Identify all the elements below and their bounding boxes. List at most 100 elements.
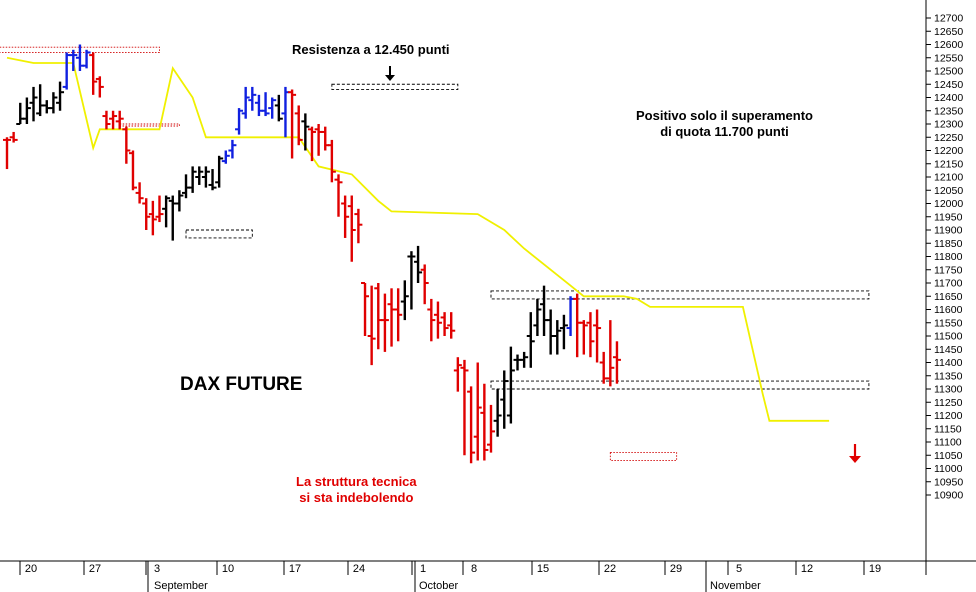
month-label: October — [419, 580, 458, 592]
x-tick-label: 8 — [471, 563, 477, 575]
ohlc-bar — [254, 94, 263, 117]
red-dotted-zone — [119, 123, 180, 127]
ohlc-bar — [109, 110, 118, 130]
ohlc-bar — [42, 100, 51, 114]
y-tick-label: 10950 — [934, 476, 963, 488]
ohlc-bar — [334, 174, 343, 217]
y-tick-label: 11300 — [934, 384, 963, 396]
y-tick-label: 11250 — [934, 397, 963, 409]
x-tick-label: 1 — [420, 563, 426, 575]
positive-line-2: di quota 11.700 punti — [660, 124, 789, 139]
ohlc-bar — [215, 155, 224, 188]
ohlc-bar — [56, 81, 65, 111]
month-label: November — [710, 580, 761, 592]
down-arrow-red-head — [849, 456, 861, 463]
ohlc-bar — [16, 102, 25, 125]
x-tick-label: 29 — [670, 563, 682, 575]
ohlc-bar — [361, 282, 370, 336]
ohlc-bar — [135, 182, 144, 204]
x-tick-label: 12 — [801, 563, 813, 575]
ohlc-bar — [201, 166, 210, 188]
ohlc-bar — [62, 52, 71, 90]
ohlc-bar — [579, 320, 588, 355]
y-tick-label: 12400 — [934, 92, 963, 104]
y-tick-label: 12300 — [934, 119, 963, 131]
ohlc-bar — [102, 110, 111, 130]
ohlc-bar — [473, 362, 482, 461]
y-tick-label: 12350 — [934, 105, 963, 117]
ohlc-bar — [307, 126, 316, 162]
ohlc-bar — [546, 309, 555, 355]
ohlc-bar — [553, 320, 562, 355]
ohlc-bar — [9, 131, 18, 143]
ohlc-bar — [500, 370, 509, 429]
structure-annotation: La struttura tecnica si sta indebolendo — [296, 474, 417, 506]
ohlc-bar — [593, 309, 602, 363]
ohlc-bar — [540, 285, 549, 336]
y-tick-label: 10900 — [934, 490, 963, 502]
ohlc-bar — [3, 137, 11, 170]
ohlc-bar — [195, 166, 204, 185]
ohlc-bar — [380, 293, 389, 352]
ohlc-bar — [407, 251, 416, 310]
ohlc-bar — [506, 346, 515, 424]
y-tick-label: 11650 — [934, 291, 963, 303]
ohlc-bar — [288, 89, 297, 159]
ohlc-bar — [128, 150, 137, 191]
y-tick-label: 11900 — [934, 225, 963, 237]
y-tick-label: 11800 — [934, 251, 963, 263]
black-dashed-zone — [490, 380, 870, 390]
y-tick-label: 11450 — [934, 344, 963, 356]
ohlc-bar — [427, 298, 436, 342]
ohlc-bar — [559, 314, 568, 350]
ohlc-bar — [526, 312, 535, 368]
ohlc-bar — [493, 389, 502, 437]
ohlc-bar — [168, 195, 177, 241]
ohlc-bar — [394, 288, 403, 342]
ohlc-bar — [480, 383, 489, 461]
positive-line-1: Positivo solo il superamento — [636, 108, 813, 123]
ohlc-bar — [321, 126, 330, 151]
x-tick-label: 15 — [537, 563, 549, 575]
y-tick-label: 11350 — [934, 370, 963, 382]
ohlc-bar — [235, 108, 244, 135]
ohlc-bar — [347, 195, 356, 262]
ohlc-bar — [261, 92, 270, 117]
y-tick-label: 11750 — [934, 264, 963, 276]
x-tick-label: 24 — [353, 563, 365, 575]
ohlc-bar — [175, 190, 184, 212]
ohlc-bar — [453, 357, 462, 392]
y-tick-label: 12050 — [934, 185, 963, 197]
ohlc-bar — [341, 195, 350, 238]
red-dotted-zone — [609, 452, 678, 462]
ohlc-bar — [241, 86, 250, 119]
x-tick-label: 10 — [222, 563, 234, 575]
ohlc-bar — [268, 97, 277, 119]
x-tick-label: 27 — [89, 563, 101, 575]
x-tick-label: 17 — [289, 563, 301, 575]
ohlc-bar — [467, 386, 476, 464]
ohlc-bar — [301, 113, 310, 151]
ohlc-bar — [248, 86, 257, 111]
structure-line-2: si sta indebolendo — [299, 490, 414, 505]
y-tick-label: 12600 — [934, 39, 963, 51]
ohlc-bar — [400, 280, 409, 321]
chart-title: DAX FUTURE — [180, 374, 302, 396]
ohlc-bar — [122, 126, 131, 164]
ohlc-bar — [447, 312, 456, 339]
month-label: September — [154, 580, 208, 592]
ohlc-bar — [586, 312, 595, 358]
ohlc-bar — [148, 200, 157, 236]
ohlc-bar — [228, 139, 237, 159]
ohlc-bar — [433, 301, 442, 339]
y-tick-label: 11200 — [934, 410, 963, 422]
ohlc-bar — [440, 312, 449, 336]
ohlc-bar — [22, 97, 31, 124]
ohlc-bar — [162, 195, 171, 228]
x-tick-label: 20 — [25, 563, 37, 575]
y-tick-label: 12250 — [934, 132, 963, 144]
ohlc-bar — [387, 288, 396, 347]
y-tick-label: 12500 — [934, 66, 963, 78]
ohlc-bar — [142, 198, 151, 230]
